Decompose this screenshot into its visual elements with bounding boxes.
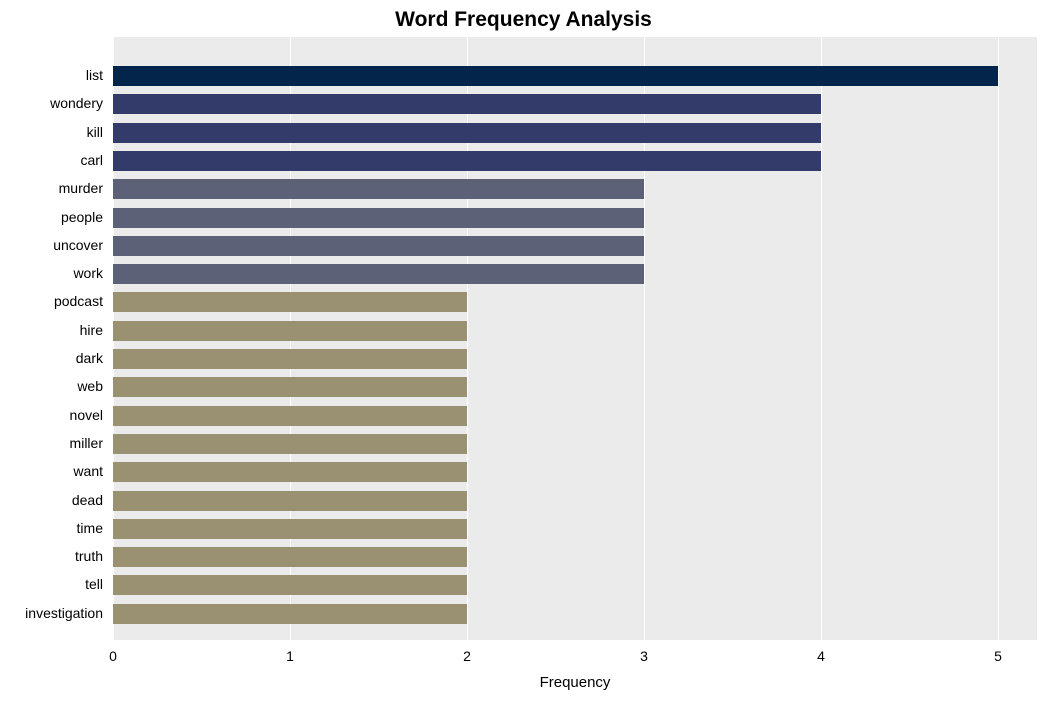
plot-area: listwonderykillcarlmurderpeopleuncoverwo…	[113, 37, 1037, 640]
y-label-miller: miller	[0, 435, 103, 451]
y-label-carl: carl	[0, 152, 103, 168]
y-label-tell: tell	[0, 576, 103, 592]
y-label-web: web	[0, 378, 103, 394]
x-tick-label: 0	[93, 648, 133, 664]
y-label-work: work	[0, 265, 103, 281]
y-label-list: list	[0, 67, 103, 83]
bar-novel	[113, 406, 467, 426]
bar-web	[113, 377, 467, 397]
y-label-investigation: investigation	[0, 605, 103, 621]
y-label-novel: novel	[0, 407, 103, 423]
y-label-time: time	[0, 520, 103, 536]
bar-work	[113, 264, 644, 284]
x-tick-label: 2	[447, 648, 487, 664]
gridline	[998, 37, 999, 640]
bar-kill	[113, 123, 821, 143]
y-label-murder: murder	[0, 180, 103, 196]
bar-dark	[113, 349, 467, 369]
y-label-podcast: podcast	[0, 293, 103, 309]
bar-uncover	[113, 236, 644, 256]
chart-title: Word Frequency Analysis	[0, 8, 1047, 32]
bar-time	[113, 519, 467, 539]
x-tick-label: 4	[801, 648, 841, 664]
bar-want	[113, 462, 467, 482]
bar-list	[113, 66, 998, 86]
bar-miller	[113, 434, 467, 454]
bar-tell	[113, 575, 467, 595]
bar-carl	[113, 151, 821, 171]
bar-hire	[113, 321, 467, 341]
x-tick-label: 1	[270, 648, 310, 664]
bar-investigation	[113, 604, 467, 624]
y-label-dark: dark	[0, 350, 103, 366]
y-label-kill: kill	[0, 124, 103, 140]
bar-podcast	[113, 292, 467, 312]
x-tick-label: 3	[624, 648, 664, 664]
bar-people	[113, 208, 644, 228]
y-label-hire: hire	[0, 322, 103, 338]
y-label-dead: dead	[0, 492, 103, 508]
y-label-want: want	[0, 463, 103, 479]
x-axis-title: Frequency	[113, 674, 1037, 691]
bar-murder	[113, 179, 644, 199]
y-label-truth: truth	[0, 548, 103, 564]
word-frequency-chart: Word Frequency Analysis listwonderykillc…	[0, 0, 1047, 701]
bar-wondery	[113, 94, 821, 114]
bar-truth	[113, 547, 467, 567]
bar-dead	[113, 491, 467, 511]
y-label-people: people	[0, 209, 103, 225]
y-label-uncover: uncover	[0, 237, 103, 253]
x-tick-label: 5	[978, 648, 1018, 664]
y-label-wondery: wondery	[0, 95, 103, 111]
